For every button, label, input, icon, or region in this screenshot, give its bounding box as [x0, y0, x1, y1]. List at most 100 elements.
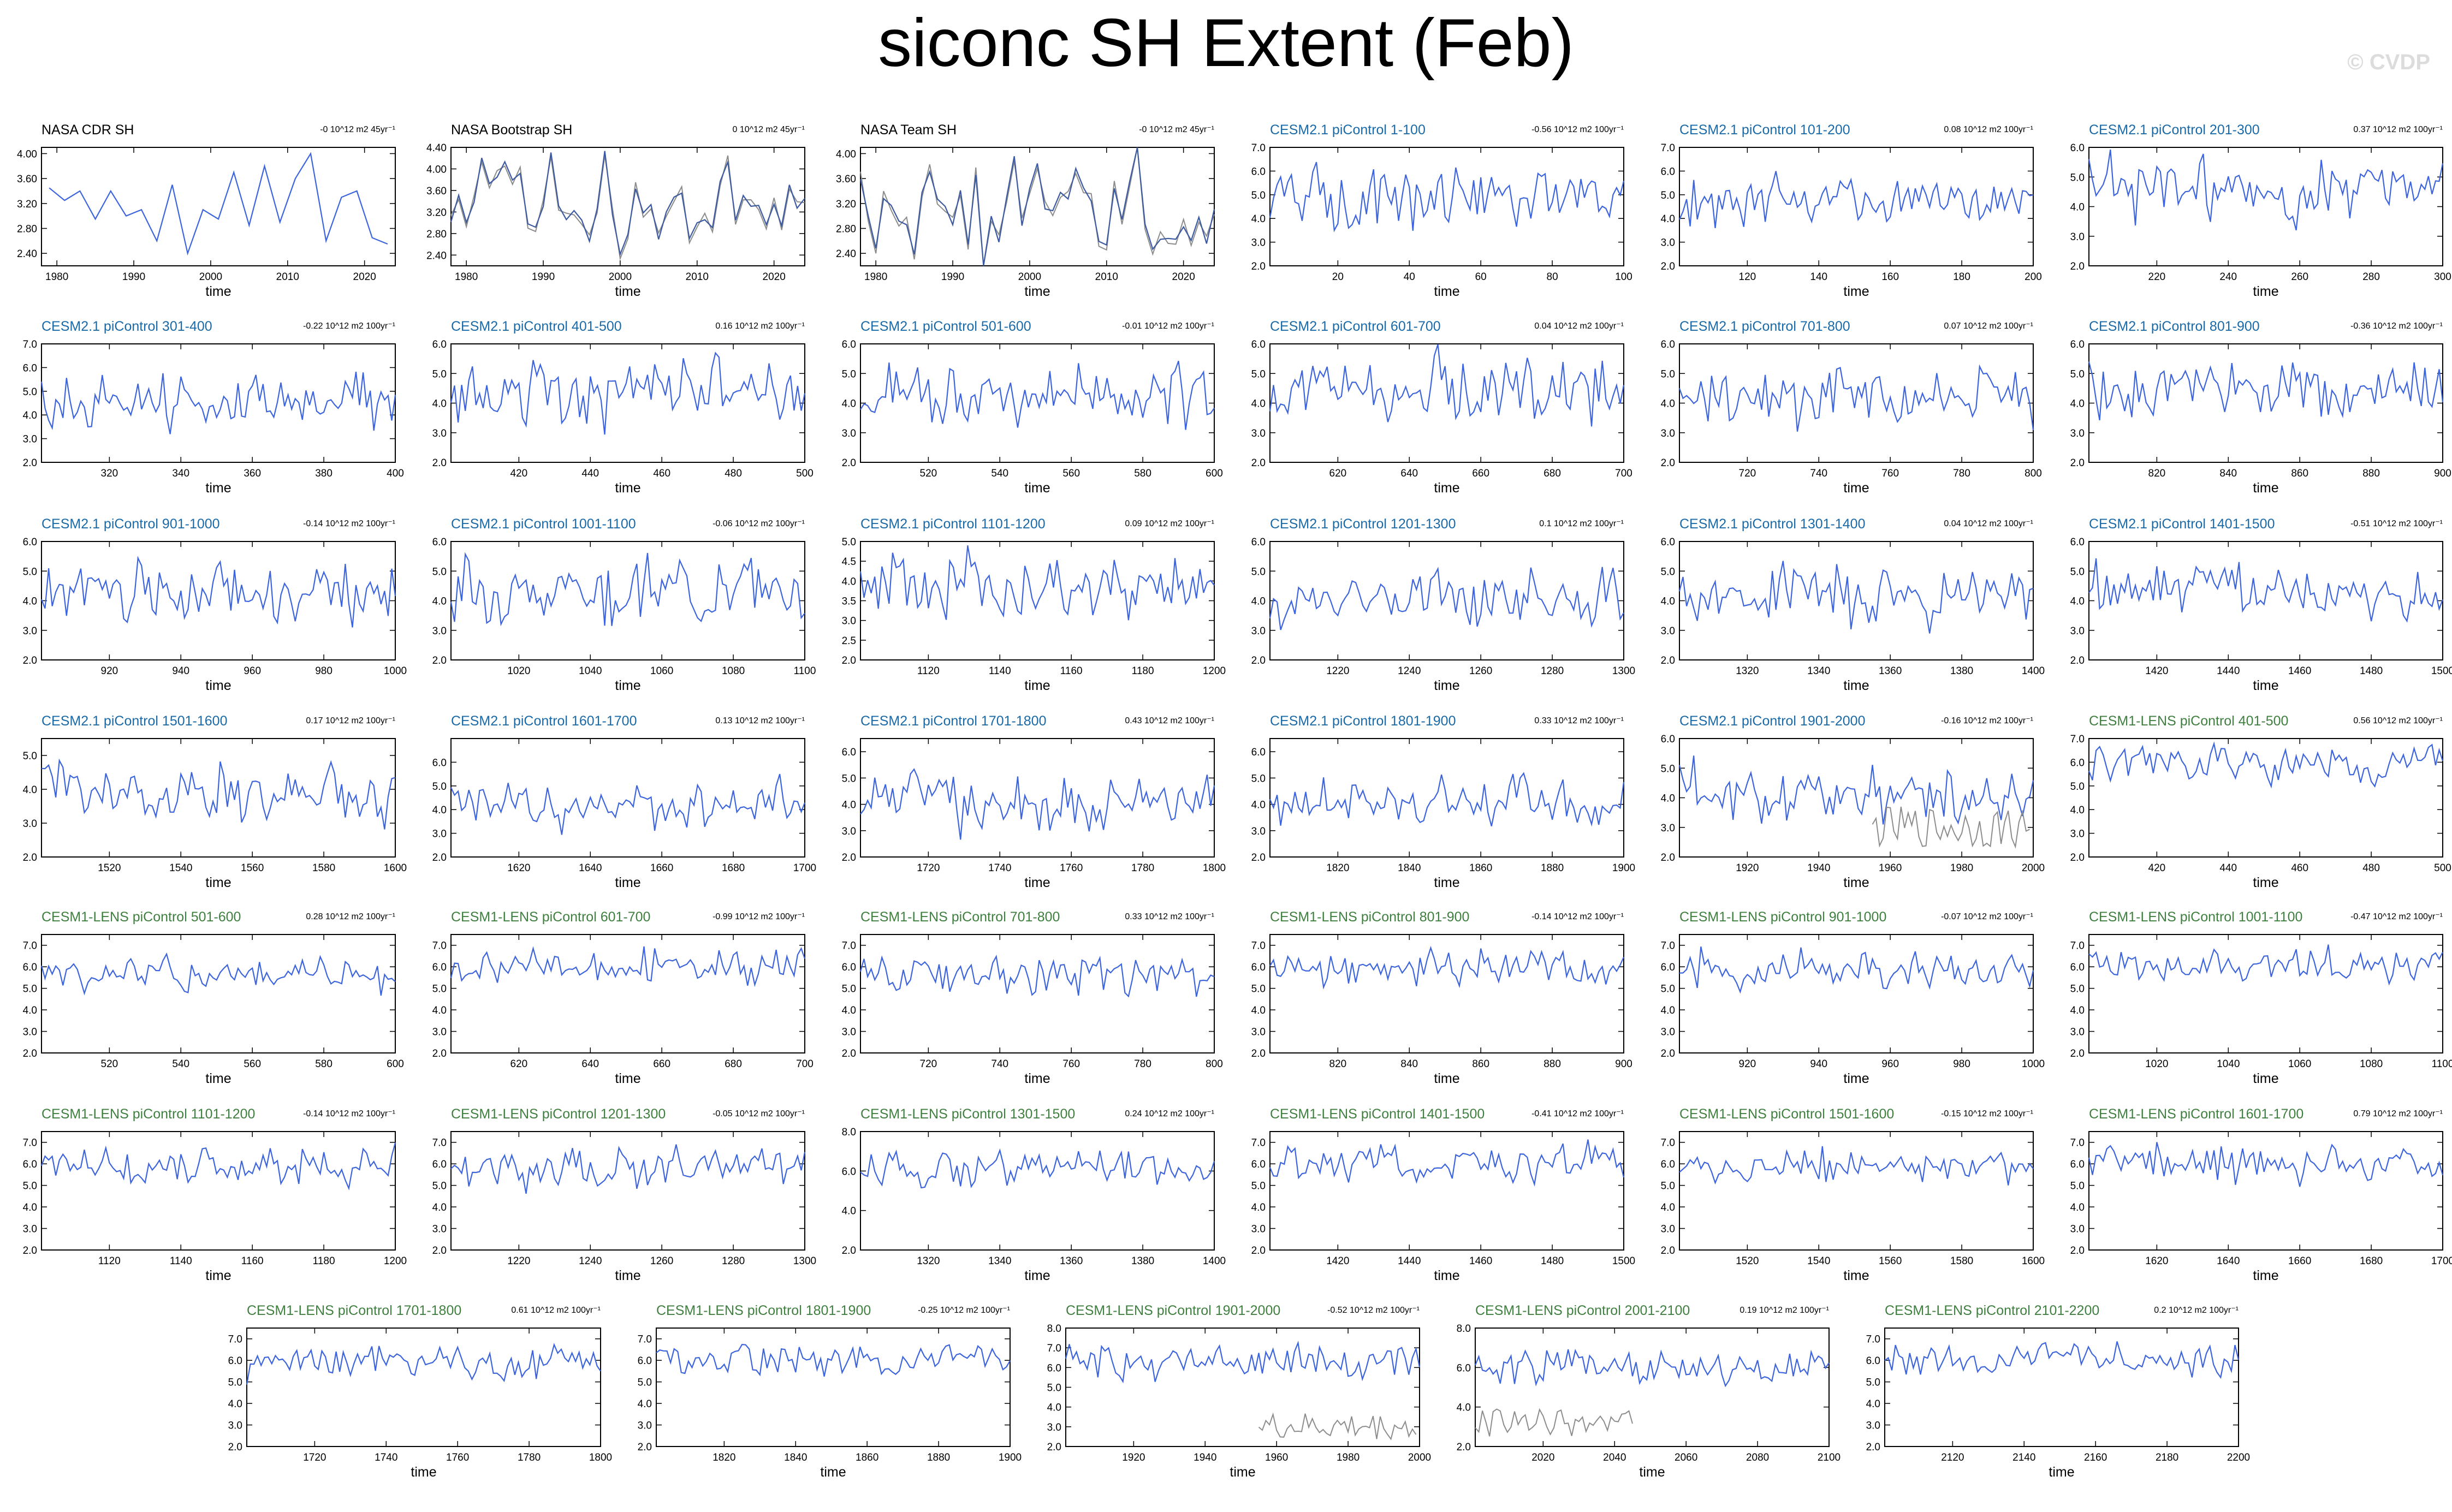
y-tick-label: 3.60 — [426, 186, 447, 197]
x-tick-label: 280 — [2362, 271, 2380, 283]
y-tick-label: 3.20 — [836, 199, 856, 210]
series-line — [2088, 741, 2444, 789]
panel-30: CESM1-LENS piControl 1001-1100 -0.47 10^1… — [2070, 909, 2452, 1086]
plot-frame — [2088, 147, 2443, 266]
y-tick-label: 3.0 — [1661, 626, 1675, 637]
x-tick-label: 2000 — [609, 271, 632, 283]
x-tick-label: 920 — [1739, 1058, 1756, 1070]
x-tick-label: 1460 — [1469, 1255, 1492, 1267]
panel-28: CESM1-LENS piControl 801-900 -0.14 10^12 … — [1251, 909, 1632, 1086]
panel-trend: 0.07 10^12 m2 100yr⁻¹ — [1944, 322, 2033, 331]
x-tick-label: 1100 — [2432, 1058, 2452, 1070]
x-tick-label: 1000 — [2022, 1058, 2045, 1070]
panel-22: CESM2.1 piControl 1801-1900 0.33 10^12 m2… — [1251, 713, 1636, 890]
x-tick-label: 500 — [2434, 862, 2451, 874]
x-axis-label: time — [615, 678, 640, 693]
plot-frame — [1884, 1328, 2239, 1447]
y-tick-label: 2.0 — [1251, 457, 1266, 469]
y-tick-label: 8.0 — [1457, 1323, 1471, 1335]
y-tick-label: 3.0 — [2070, 428, 2085, 439]
panel-trend: -0.22 10^12 m2 100yr⁻¹ — [303, 322, 395, 331]
x-tick-label: 660 — [653, 1058, 670, 1070]
x-tick-label: 680 — [1543, 468, 1561, 479]
x-tick-label: 620 — [1329, 468, 1347, 479]
plot-frame — [41, 738, 396, 858]
y-tick-label: 3.0 — [432, 428, 447, 439]
panel-title: CESM1-LENS piControl 1401-1500 — [1270, 1106, 1485, 1122]
panel-31: CESM1-LENS piControl 1101-1200 -0.14 10^1… — [23, 1106, 407, 1283]
x-tick-label: 1840 — [1398, 862, 1421, 874]
y-tick-label: 6.0 — [1866, 1355, 1880, 1367]
panel-34: CESM1-LENS piControl 1401-1500 -0.41 10^1… — [1251, 1106, 1636, 1283]
plot-frame — [2088, 934, 2443, 1053]
y-tick-label: 7.0 — [23, 940, 37, 952]
x-tick-label: 720 — [1739, 468, 1756, 479]
y-tick-label: 2.0 — [1661, 655, 1675, 666]
x-axis-label: time — [1434, 480, 1459, 496]
y-tick-label: 4.0 — [23, 596, 37, 608]
y-tick-label: 3.0 — [432, 1027, 447, 1038]
x-axis-label: time — [615, 284, 640, 299]
panel-37: CESM1-LENS piControl 1701-1800 0.61 10^12… — [228, 1303, 613, 1480]
x-tick-label: 520 — [920, 468, 937, 479]
y-tick-label: 3.0 — [842, 616, 856, 627]
y-tick-label: 6.0 — [2070, 962, 2085, 973]
y-tick-label: 5.0 — [23, 386, 37, 398]
x-tick-label: 700 — [796, 1058, 814, 1070]
x-tick-label: 1600 — [2022, 1255, 2045, 1267]
x-tick-label: 2000 — [2022, 862, 2045, 874]
panel-trend: -0.51 10^12 m2 100yr⁻¹ — [2350, 519, 2443, 528]
y-tick-label: 5.0 — [2070, 781, 2085, 793]
y-tick-label: 3.0 — [1251, 1027, 1266, 1038]
y-tick-label: 3.0 — [1866, 1420, 1880, 1432]
x-tick-label: 480 — [2362, 862, 2380, 874]
panel-title: CESM1-LENS piControl 1501-1600 — [1679, 1106, 1894, 1122]
y-tick-label: 4.0 — [23, 410, 37, 421]
y-tick-label: 4.00 — [426, 164, 447, 175]
x-tick-label: 880 — [1543, 1058, 1561, 1070]
x-tick-label: 1120 — [98, 1255, 121, 1267]
y-tick-label: 6.0 — [2070, 757, 2085, 769]
obs-overlay-line — [1872, 806, 2030, 849]
y-tick-label: 3.0 — [2070, 829, 2085, 840]
y-tick-label: 6.0 — [1661, 962, 1675, 973]
series-line — [860, 360, 1215, 430]
y-tick-label: 6.0 — [432, 962, 447, 973]
y-tick-label: 2.0 — [842, 457, 856, 469]
x-tick-label: 1440 — [1398, 1255, 1421, 1267]
x-tick-label: 1220 — [1326, 665, 1349, 677]
panel-33: CESM1-LENS piControl 1301-1500 0.24 10^12… — [842, 1106, 1226, 1283]
y-tick-label: 5.0 — [1251, 566, 1266, 578]
y-tick-label: 4.0 — [1251, 398, 1266, 410]
series-line — [860, 1148, 1215, 1189]
y-tick-label: 2.0 — [842, 1048, 856, 1059]
y-tick-label: 2.0 — [432, 655, 447, 666]
y-tick-label: 4.0 — [842, 398, 856, 410]
y-tick-label: 5.0 — [1251, 1181, 1266, 1192]
x-tick-label: 160 — [1881, 271, 1899, 283]
y-tick-label: 4.0 — [23, 1005, 37, 1016]
y-tick-label: 7.0 — [1251, 940, 1266, 952]
x-axis-label: time — [2253, 284, 2278, 299]
y-tick-label: 2.0 — [2070, 1048, 2085, 1059]
y-tick-label: 6.0 — [1661, 1159, 1675, 1170]
y-tick-label: 4.0 — [1251, 213, 1266, 225]
y-tick-label: 6.0 — [23, 962, 37, 973]
x-axis-label: time — [615, 1268, 640, 1283]
panel-trend: 0.09 10^12 m2 100yr⁻¹ — [1125, 519, 1214, 528]
x-tick-label: 1760 — [446, 1452, 469, 1463]
x-axis-label: time — [1024, 875, 1050, 890]
x-tick-label: 460 — [2291, 862, 2308, 874]
panel-title: CESM1-LENS piControl 1001-1100 — [2089, 909, 2302, 925]
x-axis-label: time — [1843, 480, 1869, 496]
y-tick-label: 2.0 — [1251, 261, 1266, 272]
y-tick-label: 2.0 — [1457, 1442, 1471, 1453]
x-tick-label: 300 — [2434, 271, 2451, 283]
series-line — [40, 952, 396, 996]
series-line — [1065, 1340, 1421, 1384]
x-tick-label: 220 — [2148, 271, 2166, 283]
y-tick-label: 5.0 — [228, 1377, 242, 1389]
y-tick-label: 7.0 — [842, 940, 856, 952]
x-axis-label: time — [1639, 1465, 1665, 1480]
y-tick-label: 6.0 — [1251, 962, 1266, 973]
